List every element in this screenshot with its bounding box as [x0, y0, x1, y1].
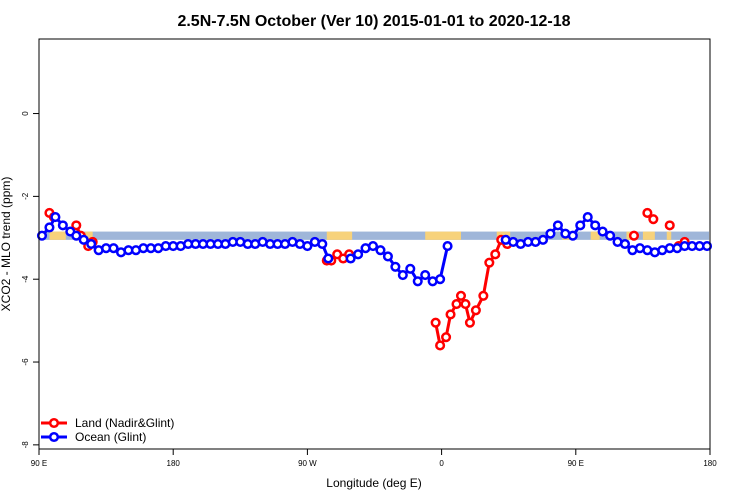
- data-point: [430, 317, 441, 328]
- data-point: [470, 305, 481, 316]
- data-point: [648, 214, 659, 225]
- y-axis: 0 -2 -4 -6 -8: [21, 111, 39, 449]
- band-land-patch: [326, 231, 353, 240]
- legend-land-label: Land (Nadir&Glint): [75, 416, 174, 430]
- data-point: [435, 340, 446, 351]
- data-point: [664, 220, 675, 231]
- data-point: [375, 245, 386, 256]
- data-point: [451, 299, 462, 310]
- data-point: [390, 261, 401, 272]
- data-point: [605, 230, 616, 241]
- data-point: [701, 241, 713, 252]
- data-point: [619, 238, 631, 250]
- data-point: [464, 317, 475, 328]
- band-land-patch: [85, 231, 93, 240]
- data-point: [317, 238, 328, 250]
- plot-frame: [38, 38, 711, 450]
- band-land-patch: [425, 231, 461, 240]
- x-axis-label: Longitude (deg E): [326, 476, 421, 490]
- data-point: [545, 228, 556, 239]
- data-point: [445, 309, 456, 320]
- data-point: [323, 253, 334, 264]
- data-point: [78, 234, 89, 245]
- legend-ocean-marker: [48, 431, 60, 443]
- data-point: [642, 207, 653, 218]
- data-point: [71, 220, 82, 231]
- y-axis-label: XCO2 - MLO trend (ppm): [0, 177, 13, 312]
- data-point: [552, 220, 563, 231]
- data-point: [484, 257, 495, 268]
- series-ocean: [36, 212, 713, 287]
- data-point: [441, 332, 452, 343]
- data-point: [57, 220, 68, 231]
- band-ocean: [40, 231, 709, 240]
- y-tick-label: -8: [21, 441, 30, 449]
- data-point: [412, 276, 423, 287]
- data-point: [50, 212, 61, 223]
- data-point: [628, 230, 640, 241]
- data-point: [44, 222, 55, 233]
- data-point: [367, 241, 379, 252]
- legend-land-marker: [48, 417, 60, 429]
- chart-title: 2.5N-7.5N October (Ver 10) 2015-01-01 to…: [177, 13, 570, 30]
- x-tick-label: 90 W: [298, 459, 317, 468]
- band-land-patch: [666, 231, 672, 240]
- x-tick-label: 180: [167, 459, 181, 468]
- x-tick-label: 90 E: [568, 459, 584, 468]
- legend-ocean-label: Ocean (Glint): [75, 430, 146, 444]
- data-point: [420, 270, 431, 281]
- band-land-patch: [590, 231, 600, 240]
- data-point: [397, 270, 408, 281]
- x-tick-label: 0: [439, 459, 444, 468]
- data-point: [302, 241, 313, 252]
- data-point: [108, 243, 119, 254]
- data-point: [353, 249, 364, 260]
- x-axis: 90 E 180 90 W 0 90 E 180: [31, 449, 717, 468]
- data-point: [478, 290, 489, 301]
- legend: Land (Nadir&Glint) Ocean (Glint): [41, 416, 174, 444]
- x-tick-label: 90 E: [31, 459, 47, 468]
- series-layer: [36, 207, 713, 351]
- data-point: [36, 230, 48, 241]
- data-point: [455, 290, 467, 301]
- data-point: [597, 226, 608, 237]
- y-tick-label: 0: [21, 111, 30, 116]
- data-point: [537, 234, 549, 245]
- band-land-patch: [642, 231, 655, 240]
- data-point: [405, 263, 416, 274]
- y-tick-label: -6: [21, 358, 30, 366]
- x-tick-label: 180: [703, 459, 717, 468]
- data-point: [345, 253, 356, 264]
- data-point: [575, 220, 586, 231]
- y-tick-label: -4: [21, 275, 30, 283]
- data-point: [582, 212, 593, 223]
- data-point: [460, 299, 471, 310]
- y-tick-label: -2: [21, 192, 30, 200]
- data-point: [590, 220, 601, 231]
- data-point: [382, 251, 393, 262]
- data-point: [442, 241, 453, 252]
- data-point: [71, 230, 82, 241]
- data-point: [567, 230, 578, 241]
- data-point: [490, 249, 501, 260]
- band-land-patch: [49, 231, 66, 240]
- data-point: [86, 238, 97, 250]
- data-point: [435, 274, 446, 285]
